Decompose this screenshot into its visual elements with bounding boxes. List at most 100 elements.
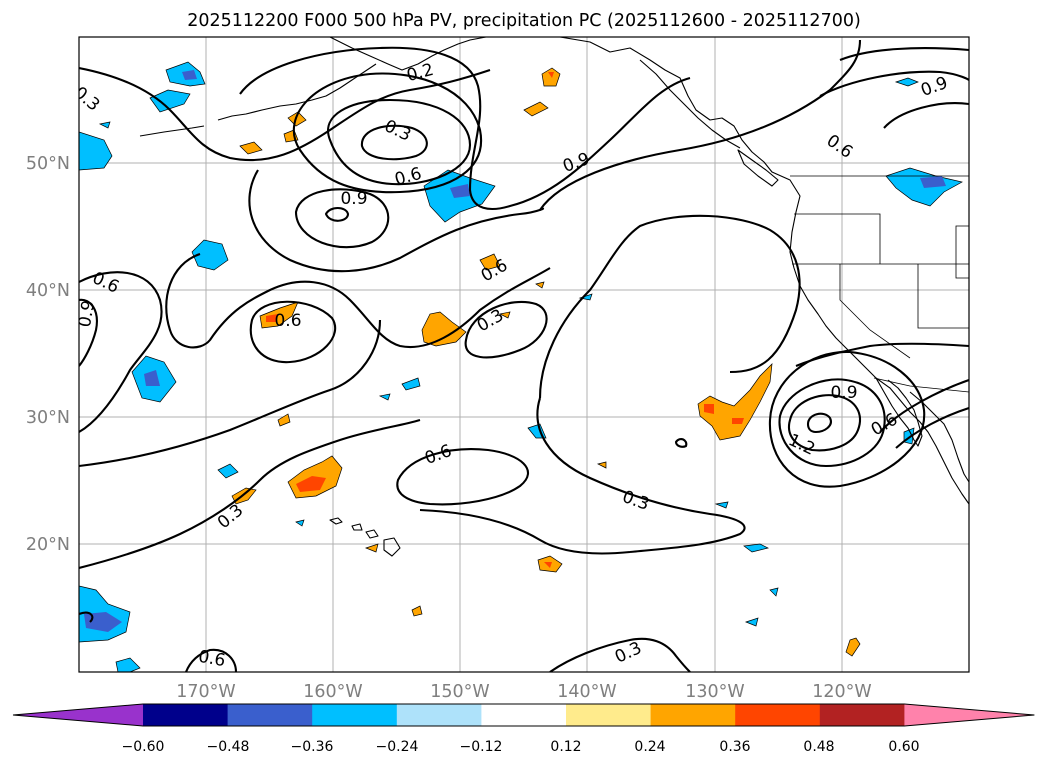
pv-contour-line xyxy=(538,214,801,399)
pv-contour-line xyxy=(79,66,491,162)
precip-pos-core xyxy=(732,418,744,424)
aleutian-islands xyxy=(139,125,205,137)
precip-pos-region xyxy=(541,67,561,87)
pv-contour-line xyxy=(419,508,631,555)
pv-contour-line xyxy=(883,102,969,129)
colorbar-segment xyxy=(735,704,821,726)
colorbar-tick-label: 0.60 xyxy=(888,739,919,755)
colorbar-segment xyxy=(650,704,736,726)
lon-label: 130°W xyxy=(685,682,744,702)
precip-pos-region xyxy=(287,111,307,127)
pv-contour-line xyxy=(895,407,969,449)
precip-neg-core xyxy=(182,70,197,80)
pv-contour-line xyxy=(79,271,163,433)
precip-neg-core xyxy=(144,370,160,386)
colorbar-segment xyxy=(227,704,313,726)
colorbar-tick-label: 0.12 xyxy=(550,739,581,755)
colorbar-tick-labels: −0.60 −0.48 −0.36 −0.24 −0.12 0.12 0.24 … xyxy=(122,739,920,755)
lon-axis-labels: 170°W 160°W 150°W 140°W 130°W 120°W xyxy=(176,682,871,702)
lat-label: 30°N xyxy=(26,408,70,428)
pv-contour-line xyxy=(464,300,548,359)
pv-contour-line xyxy=(819,70,969,97)
precip-neg-region xyxy=(401,377,421,391)
lat-label: 40°N xyxy=(26,281,70,301)
pv-contour-line xyxy=(327,98,472,186)
colorbar-tick-label: 0.48 xyxy=(803,739,834,755)
pv-contour-line xyxy=(79,418,421,570)
precip-pos-core xyxy=(544,562,552,568)
pv-contour-line xyxy=(539,39,862,211)
baja-california-coastline xyxy=(875,377,923,447)
contour-label: 0.9 xyxy=(830,383,857,403)
mexico-coastline xyxy=(909,391,969,483)
lon-label: 170°W xyxy=(176,682,235,702)
north-america-coastline xyxy=(559,37,969,505)
state-border xyxy=(917,264,969,329)
precip-neg-region xyxy=(98,121,111,129)
precip-neg-region xyxy=(79,131,113,171)
pv-contour-line xyxy=(292,72,483,194)
contour-label: 0.6 xyxy=(274,311,301,331)
gridlines xyxy=(79,37,969,672)
pv-contour-line xyxy=(674,438,688,448)
precip-neg-region xyxy=(115,657,141,672)
colorbar-segment xyxy=(143,704,229,726)
precip-neg-core xyxy=(450,184,470,198)
lat-label: 50°N xyxy=(26,154,70,174)
panhandle-islands xyxy=(639,59,741,149)
precip-pos-core xyxy=(704,404,714,414)
precip-pos-region xyxy=(523,101,549,117)
precip-neg-region xyxy=(769,587,779,597)
precip-neg-region xyxy=(191,239,229,271)
precip-pos-region xyxy=(535,281,545,289)
map-panel: 0.3 0.2 0.3 0.6 0.9 0.9 0.9 0.6 0.6 0.9 … xyxy=(75,36,970,673)
pv-contour-line xyxy=(879,379,969,433)
precip-neg-region xyxy=(894,77,919,87)
lon-label: 120°W xyxy=(812,682,871,702)
pv-contour-line xyxy=(79,319,382,468)
hawaii-islands xyxy=(329,517,401,557)
pv-contour-line xyxy=(360,124,428,161)
precip-neg-region xyxy=(744,617,759,627)
pv-contour-line xyxy=(249,300,337,364)
pv-contour-line xyxy=(248,169,545,273)
precip-pos-region xyxy=(498,311,511,319)
colorbar-segment xyxy=(819,704,905,726)
lon-label: 150°W xyxy=(430,682,489,702)
lat-axis-labels: 50°N 40°N 30°N 20°N xyxy=(26,154,70,555)
precip-pos-region xyxy=(697,363,773,441)
colorbar-extend-max xyxy=(904,704,1035,726)
colorbar-tick-label: 0.24 xyxy=(634,739,665,755)
precip-pos-region xyxy=(596,461,607,469)
lon-label: 160°W xyxy=(303,682,362,702)
pv-contour-line xyxy=(536,397,746,554)
precip-neg-core xyxy=(920,176,946,188)
state-border xyxy=(955,225,969,279)
aleutian-islands xyxy=(217,63,377,121)
precip-neg-region xyxy=(714,501,729,509)
pv-contour-line xyxy=(79,298,98,367)
state-border xyxy=(794,213,881,264)
lon-label: 140°W xyxy=(557,682,616,702)
pv-contour-line xyxy=(239,46,691,210)
precip-neg-region xyxy=(149,89,191,113)
pv-contour-line xyxy=(549,637,691,672)
map-frame xyxy=(78,36,970,673)
pv-contour-line xyxy=(839,47,969,61)
colorbar-segment xyxy=(566,704,652,726)
political-borders xyxy=(790,175,969,393)
precip-pos-region xyxy=(479,253,501,271)
pv-contour-line xyxy=(788,394,861,452)
precip-neg-core xyxy=(84,612,122,632)
precip-pos-core xyxy=(266,314,278,322)
alaska-coastline xyxy=(329,37,487,71)
pv-contours xyxy=(79,39,969,672)
precip-neg-region xyxy=(295,519,305,527)
figure-title: 2025112200 F000 500 hPa PV, precipitatio… xyxy=(187,11,861,31)
colorbar-tick-label: −0.24 xyxy=(376,739,419,755)
contour-label: 0.6 xyxy=(197,647,227,671)
contour-label: 0.9 xyxy=(75,299,99,329)
colorbar-tick-label: −0.36 xyxy=(291,739,334,755)
colorbar-outline xyxy=(12,703,1035,727)
